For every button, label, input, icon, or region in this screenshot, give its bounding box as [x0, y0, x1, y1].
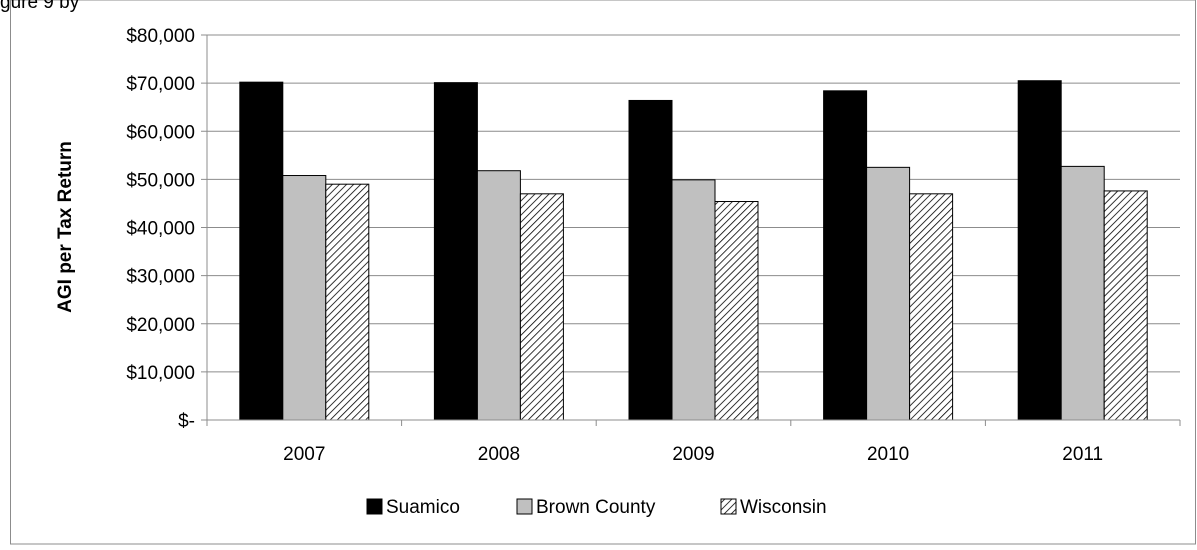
bar-suamico-2009: [628, 99, 673, 421]
x-tick-label: 2007: [283, 444, 325, 465]
y-tick-label: $60,000: [126, 122, 195, 143]
y-tick-label: $40,000: [126, 219, 195, 240]
bar-suamico-2008: [433, 82, 478, 421]
chart-frame: [10, 0, 1196, 545]
y-axis-label: AGI per Tax Return: [55, 141, 76, 313]
x-tick-label: 2008: [478, 444, 520, 465]
legend: Suamico Brown County Wisconsin: [366, 497, 827, 518]
legend-label-suamico: Suamico: [386, 497, 460, 518]
y-tick-label: $20,000: [126, 315, 195, 336]
bar-wisconsin-2010: [909, 193, 954, 421]
legend-label-brown-county: Brown County: [536, 497, 656, 518]
x-tick-label: 2010: [867, 444, 909, 465]
bar-wisconsin-2007: [325, 183, 370, 421]
x-tick-labels: 2007 2008 2009 2010 2011: [283, 444, 1103, 465]
bar-brown-county-2010: [866, 166, 911, 421]
y-tick-label: $10,000: [126, 363, 195, 384]
legend-swatch-suamico: [366, 498, 383, 515]
bar-brown-county-2009: [671, 179, 716, 421]
y-tick-label: $-: [178, 411, 195, 432]
axes: [201, 34, 1181, 426]
x-tick-label: 2009: [672, 444, 714, 465]
caption-fragment: gure 9 by: [0, 0, 80, 13]
legend-label-wisconsin: Wisconsin: [740, 497, 827, 518]
bar-suamico-2011: [1017, 80, 1062, 421]
legend-swatch-wisconsin: [720, 498, 737, 515]
bar-wisconsin-2009: [714, 201, 759, 421]
bar-wisconsin-2011: [1103, 190, 1148, 421]
legend-swatch-brown-county: [516, 498, 533, 515]
x-tick-label: 2011: [1062, 444, 1103, 465]
bar-suamico-2010: [823, 90, 868, 421]
bar-suamico-2007: [239, 81, 284, 421]
bar-brown-county-2007: [282, 175, 327, 421]
bars: [239, 80, 1148, 421]
bar-brown-county-2008: [476, 170, 521, 421]
y-tick-labels: $- $10,000 $20,000 $30,000 $40,000 $50,000 $60…: [126, 26, 195, 432]
bar-wisconsin-2008: [519, 193, 564, 421]
y-tick-label: $50,000: [126, 170, 195, 191]
y-tick-label: $80,000: [126, 26, 195, 47]
y-tick-label: $30,000: [126, 267, 195, 288]
y-tick-label: $70,000: [126, 74, 195, 95]
bar-brown-county-2011: [1060, 165, 1105, 421]
